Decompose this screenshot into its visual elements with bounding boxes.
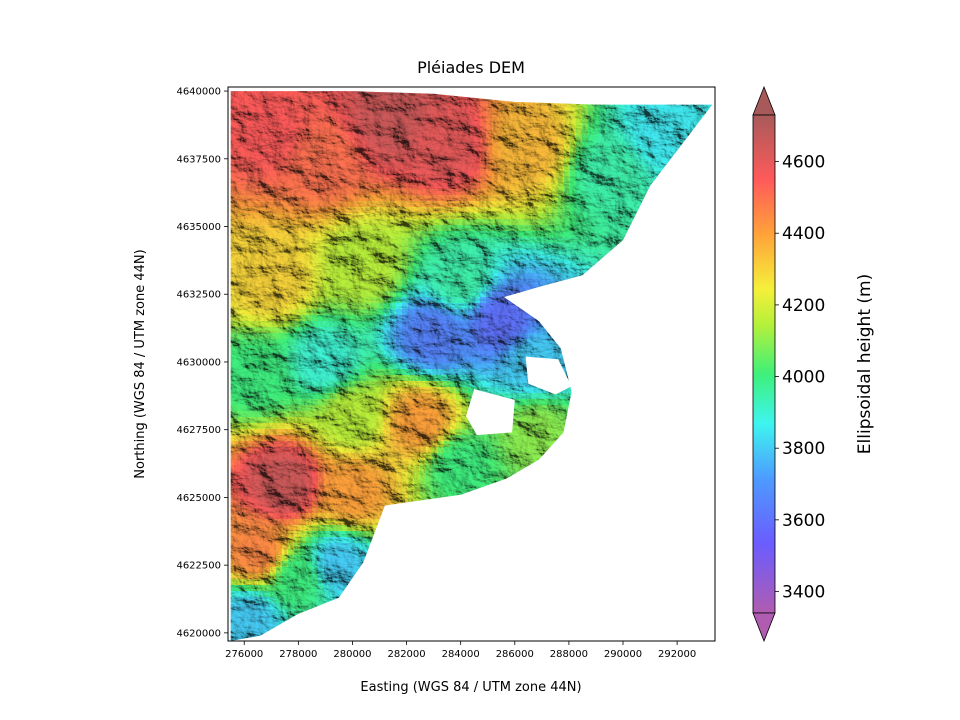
colorbar-tick-label: 4600 [782,153,825,173]
colorbar-tick-label: 4400 [782,224,825,244]
colorbar-ticks: 3400 3600 3800 4000 4200 4400 4600 [775,153,825,603]
dem-raster [230,91,713,642]
axes-frame [227,86,716,642]
y-tick-label: 4625000 [176,493,221,504]
colorbar-tick-label: 4200 [782,296,825,316]
colorbar-gradient [752,114,776,614]
x-tick-label: 280000 [333,649,371,660]
y-tick-label: 4635000 [176,222,221,233]
x-axis: 276000 278000 280000 282000 284000 286000 2880… [225,641,696,660]
colorbar: 3400 3600 3800 4000 4200 4400 4600 Ellipsoidal… [752,85,875,643]
x-tick-label: 276000 [225,649,263,660]
nodata-region [525,356,572,395]
y-tick-label: 4622500 [176,561,221,572]
plot-area: 276000 278000 280000 282000 284000 286000 2880… [176,86,716,660]
colorbar-tick-label: 3400 [782,583,825,603]
chart-title: Pléiades DEM [417,58,525,77]
y-axis: 4620000 4622500 4625000 4627500 4630000 46325… [176,87,228,639]
x-tick-label: 292000 [658,649,696,660]
y-axis-label: Northing (WGS 84 / UTM zone 44N) [133,249,148,478]
y-tick-label: 4637500 [176,154,221,165]
colorbar-label: Ellipsoidal height (m) [855,274,875,454]
x-tick-label: 284000 [442,649,480,660]
x-tick-label: 278000 [279,649,317,660]
y-tick-label: 4632500 [176,290,221,301]
colorbar-extend-top [752,85,776,116]
colorbar-tick-label: 3600 [782,511,825,531]
y-tick-label: 4620000 [176,628,221,639]
hillshade-overlay [230,91,713,641]
x-tick-label: 282000 [387,649,425,660]
nodata-region [466,389,515,436]
y-tick-label: 4640000 [176,87,221,98]
x-tick-label: 286000 [496,649,534,660]
x-axis-label: Easting (WGS 84 / UTM zone 44N) [360,680,581,695]
nodata-holes [466,356,572,436]
x-tick-label: 288000 [550,649,588,660]
x-tick-label: 290000 [604,649,642,660]
colorbar-tick-label: 4000 [782,368,825,388]
y-tick-label: 4630000 [176,357,221,368]
colorbar-tick-label: 3800 [782,439,825,459]
y-tick-label: 4627500 [176,425,221,436]
colorbar-extend-bottom [752,612,776,643]
